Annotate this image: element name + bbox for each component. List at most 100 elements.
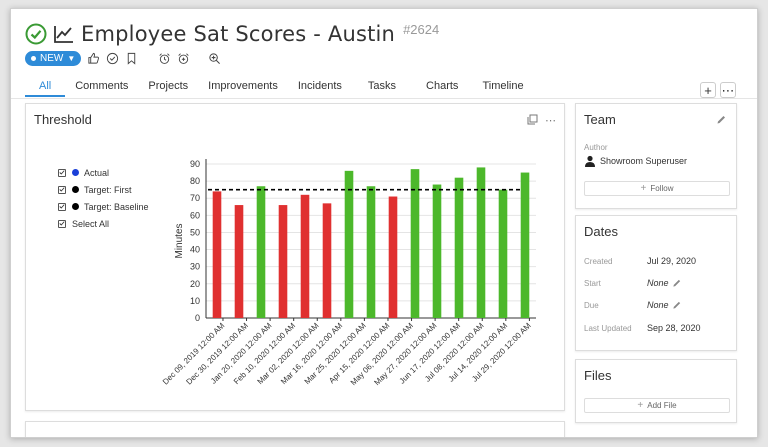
- y-tick-label: 90: [190, 159, 200, 169]
- panel-title: Threshold: [34, 112, 92, 127]
- tab-all[interactable]: All: [25, 79, 66, 97]
- legend-item-target-first[interactable]: Target: First: [58, 181, 149, 198]
- chart-legend: Actual Target: First Target: Baseline Se…: [58, 164, 149, 232]
- follow-button[interactable]: + Follow: [584, 181, 730, 196]
- bar: [410, 169, 420, 318]
- record-id: #2624: [403, 21, 440, 37]
- panel-title: Dates: [584, 224, 618, 239]
- bar: [454, 177, 464, 318]
- author-row[interactable]: Showroom Superuser: [584, 155, 687, 167]
- due-value-row[interactable]: None: [647, 300, 682, 310]
- check-icon[interactable]: [106, 52, 119, 65]
- legend-label: Actual: [84, 167, 110, 178]
- edit-pencil-icon[interactable]: [672, 300, 682, 310]
- trend-chart-icon: [54, 26, 73, 43]
- check-circle-icon: [25, 23, 47, 45]
- add-file-button[interactable]: + Add File: [584, 398, 730, 413]
- add-file-label: Add File: [647, 401, 677, 410]
- plus-icon: +: [637, 400, 644, 411]
- plus-icon: +: [640, 183, 647, 194]
- y-tick-label: 80: [190, 176, 200, 186]
- legend-item-actual[interactable]: Actual: [58, 164, 149, 181]
- start-value: None: [647, 278, 669, 288]
- start-value-row[interactable]: None: [647, 278, 682, 288]
- tabs-divider: [11, 98, 757, 99]
- tab-bar: All Comments Projects Improvements Incid…: [25, 79, 534, 97]
- due-label: Due: [584, 301, 599, 310]
- bar: [256, 186, 266, 318]
- legend-label: Target: Baseline: [84, 201, 149, 212]
- bar: [520, 172, 530, 318]
- y-tick-label: 30: [190, 262, 200, 272]
- legend-label: Select All: [72, 218, 110, 229]
- dates-panel: Dates Created Jul 29, 2020 Start None Du…: [575, 215, 737, 351]
- author-label: Author: [584, 143, 608, 152]
- team-panel: Team Author Showroom Superuser + Follow: [575, 103, 737, 209]
- action-row: NEW ▼: [25, 51, 221, 66]
- bar: [278, 205, 288, 318]
- legend-dot: [72, 169, 79, 176]
- page-title: Employee Sat Scores - Austin: [81, 22, 396, 46]
- files-panel: Files + Add File: [575, 359, 737, 423]
- bookmark-icon[interactable]: [125, 52, 138, 65]
- more-options-icon[interactable]: ⋯: [545, 115, 556, 127]
- bar: [388, 196, 398, 318]
- legend-select-all[interactable]: Select All: [58, 215, 149, 232]
- checkbox-icon[interactable]: [58, 168, 66, 177]
- tab-charts[interactable]: Charts: [426, 80, 459, 92]
- status-dropdown[interactable]: NEW ▼: [25, 51, 82, 66]
- thumbs-up-icon[interactable]: [87, 52, 100, 65]
- edit-pencil-icon[interactable]: [672, 278, 682, 288]
- author-name: Showroom Superuser: [600, 156, 688, 166]
- alarm-clock-add-icon[interactable]: [177, 52, 190, 65]
- follow-label: Follow: [650, 184, 674, 193]
- tab-improvements[interactable]: Improvements: [208, 80, 278, 92]
- alarm-clock-icon[interactable]: [158, 52, 171, 65]
- app-window: Employee Sat Scores - Austin #2624 NEW ▼…: [10, 8, 758, 438]
- legend-item-target-baseline[interactable]: Target: Baseline: [58, 198, 149, 215]
- start-label: Start: [584, 279, 601, 288]
- created-value: Jul 29, 2020: [647, 256, 697, 266]
- legend-dot: [72, 203, 79, 210]
- bar: [366, 186, 376, 318]
- last-updated-label: Last Updated: [584, 324, 632, 333]
- due-value: None: [647, 300, 669, 310]
- y-tick-label: 0: [195, 313, 200, 323]
- status-label: NEW: [40, 53, 64, 64]
- checkbox-icon[interactable]: [58, 185, 66, 194]
- y-tick-label: 60: [190, 210, 200, 220]
- checkbox-icon[interactable]: [58, 219, 66, 228]
- panel-title: Team: [584, 112, 616, 127]
- more-options-button[interactable]: ⋯: [720, 82, 736, 98]
- created-label: Created: [584, 257, 613, 266]
- tab-incidents[interactable]: Incidents: [297, 80, 342, 92]
- y-tick-label: 50: [190, 227, 200, 237]
- edit-pencil-icon[interactable]: [716, 114, 727, 125]
- tab-projects[interactable]: Projects: [148, 80, 189, 92]
- tab-timeline[interactable]: Timeline: [482, 80, 524, 92]
- title-row: Employee Sat Scores - Austin #2624: [25, 19, 439, 49]
- copy-icon[interactable]: [527, 114, 538, 125]
- lower-panel: [25, 421, 565, 437]
- y-tick-label: 20: [190, 279, 200, 289]
- bar: [432, 184, 442, 318]
- bar: [234, 205, 244, 318]
- y-tick-label: 10: [190, 296, 200, 306]
- bar: [322, 203, 332, 318]
- y-axis-label: Minutes: [174, 223, 185, 258]
- chevron-down-icon: ▼: [67, 54, 76, 63]
- panel-title: Files: [584, 368, 612, 383]
- last-updated-value: Sep 28, 2020: [647, 323, 701, 333]
- tab-comments[interactable]: Comments: [75, 80, 129, 92]
- y-tick-label: 70: [190, 193, 200, 203]
- bar: [300, 194, 310, 318]
- bar: [476, 167, 486, 318]
- add-button[interactable]: +: [700, 82, 716, 98]
- checkbox-icon[interactable]: [58, 202, 66, 211]
- zoom-in-icon[interactable]: [208, 52, 221, 65]
- bar: [498, 189, 508, 318]
- tab-tasks[interactable]: Tasks: [367, 80, 397, 92]
- legend-label: Target: First: [84, 184, 132, 195]
- bar: [344, 170, 354, 318]
